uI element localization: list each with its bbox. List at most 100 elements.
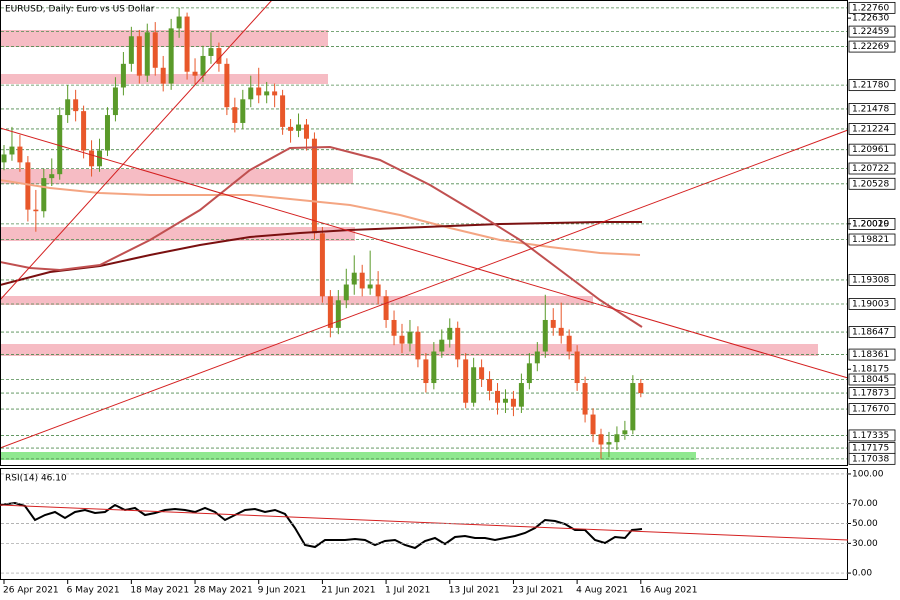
candle-body [574,351,580,384]
x-tick-label: 21 Jun 2021 [321,586,375,596]
level-label: 1.17175 [852,444,889,454]
candle-body [152,32,158,68]
level-label: 1.18045 [852,375,889,385]
candle-body [311,138,317,234]
level-label-box [848,25,896,38]
level-label: 1.20528 [852,179,889,189]
y-tick-label: 50.00 [852,519,878,529]
level-label-box [848,298,896,310]
candle-body [192,71,198,76]
level-label-box [848,429,896,442]
level-label-box [848,177,896,190]
candle-body [280,95,286,127]
candle-body [542,319,548,352]
candle-body [367,284,373,289]
level-label: 1.17670 [852,405,889,415]
candle-body [120,63,126,88]
candle-body [447,327,453,340]
candle-body [184,16,190,72]
candle-body [582,383,588,415]
level-label-box [848,233,896,246]
candle-body [319,233,325,297]
candle-body [296,124,302,131]
candle-body [57,115,63,175]
x-tick-label: 26 Apr 2021 [3,586,59,596]
candle-body [622,430,628,435]
x-tick-label: 1 Jul 2021 [385,586,430,596]
trend-line [0,129,849,449]
candle-body [526,363,532,384]
candle-body [104,115,110,151]
candle-body [176,16,182,29]
zone [1,452,696,460]
candle-body [606,442,612,445]
level-label: 1.19308 [852,275,889,285]
level-label: 1.20722 [852,164,889,174]
level-label-box [848,143,896,156]
candle-body [598,434,604,445]
candles [1,7,644,459]
moving-average [0,221,642,286]
y-tick-label: 100.00 [852,469,884,479]
trend-line [0,127,849,379]
candle-body [65,99,71,116]
y-tick-label: 70.00 [852,499,878,509]
candle-body [327,296,333,328]
zone [1,296,593,305]
level-label: 1.19821 [852,235,889,245]
rsi-title: RSI(14) 46.10 [5,474,67,484]
level-label-box [848,1,896,14]
candle-body [33,209,39,212]
level-label-box [848,403,896,415]
level-label: 1.22459 [852,27,889,37]
candle-body [383,296,389,320]
level-label: 1.17873 [852,389,889,399]
candle-body [128,36,134,64]
candle-body [518,383,524,407]
level-label: 1.20019 [852,219,889,229]
zone [1,227,355,241]
candle-body [303,124,309,139]
level-label: 1.18361 [852,350,889,360]
candle-body [431,351,437,384]
candle-body [463,359,469,403]
candle-body [479,367,485,380]
level-label-box [848,387,896,399]
trend-line [0,504,849,541]
level-label: 1.18647 [852,328,889,338]
level-label: 1.17335 [852,431,889,441]
level-label-box [848,103,896,115]
candle-body [391,319,397,336]
candle-body [240,99,246,123]
zone [1,30,328,47]
zone [1,169,353,184]
candle-body [97,150,103,167]
moving-average [0,179,641,256]
candle-body [208,48,214,56]
level-label: 1.17038 [852,454,889,464]
x-tick-label: 6 May 2021 [67,586,120,596]
candle-body [510,398,516,407]
candle-body [487,379,493,391]
level-label-box [848,79,896,92]
candle-body [73,99,79,112]
candle-body [224,63,230,108]
candle-body [495,390,501,403]
x-tick-label: 4 Aug 2021 [576,586,628,596]
y-tick-label: 0.00 [852,569,872,579]
level-label-box [848,326,896,338]
y-tick-label: 1.20020 [852,219,889,229]
candle-body [144,32,150,76]
candle-body [256,87,262,96]
level-label: 1.20961 [852,145,889,155]
candle-body [272,91,278,96]
candle-body [232,107,238,123]
level-label-box [848,123,896,135]
level-label-box [848,162,896,175]
y-tick-label: 30.00 [852,539,878,549]
level-label-box [848,40,896,53]
candle-body [136,36,142,76]
candle-body [375,284,381,297]
candle-body [638,383,644,394]
candle-body [399,335,405,344]
